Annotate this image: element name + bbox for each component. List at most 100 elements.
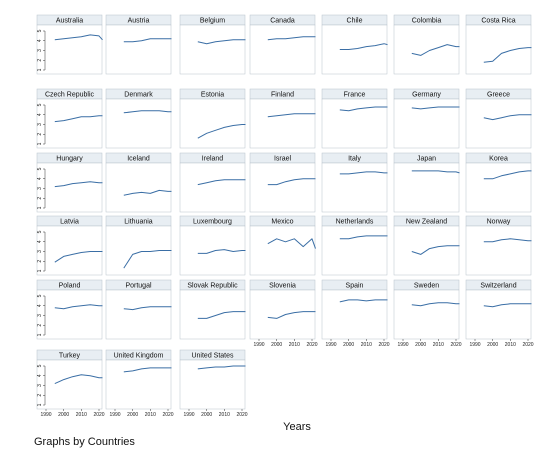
panel-frame: [393, 162, 460, 213]
series-line: [411, 245, 460, 255]
panel-frame: [179, 289, 246, 340]
series-line: [339, 43, 388, 50]
panel-title: Belgium: [200, 18, 225, 25]
y-tick-label: 5: [37, 103, 43, 106]
panel-title: Korea: [489, 156, 508, 163]
series-line: [123, 110, 172, 114]
panel: Lithuania: [105, 215, 172, 276]
panel-frame: [321, 289, 388, 340]
series-line: [54, 181, 103, 188]
panel-frame: [36, 98, 103, 149]
panel: Belgium: [179, 14, 246, 75]
series-line: [267, 311, 316, 319]
panel-title: Turkey: [59, 353, 81, 360]
panel-title: Slovenia: [269, 283, 296, 290]
y-tick-label: 1: [37, 403, 43, 406]
panel-title: Czech Republic: [45, 92, 95, 99]
panel: France: [321, 88, 388, 149]
panel-frame: [321, 225, 388, 276]
series-line: [267, 113, 316, 118]
panel: Colombia: [393, 14, 460, 75]
y-tick-label: 5: [37, 29, 43, 32]
x-tick-label: 2010: [76, 412, 87, 418]
panel-title: Italy: [348, 156, 361, 163]
y-tick-label: 4: [37, 374, 43, 377]
x-tick-label: 2000: [271, 342, 282, 348]
y-tick-label: 4: [37, 240, 43, 243]
panel-frame: [105, 24, 172, 75]
x-tick-label: 1990: [397, 342, 408, 348]
y-tick-label: 5: [37, 294, 43, 297]
panel: Poland 1 2 3 4 5: [36, 279, 103, 340]
panel-title: Hungary: [56, 156, 83, 163]
y-tick-label: 3: [37, 49, 43, 52]
y-tick-label: 1: [37, 142, 43, 145]
panel: Denmark: [105, 88, 172, 149]
graph-note: Graphs by Countries: [34, 436, 135, 448]
y-tick-label: 2: [37, 59, 43, 62]
series-line: [267, 238, 316, 249]
series-line: [123, 189, 172, 196]
x-tick-label: 2020: [450, 342, 461, 348]
panel-title: Greece: [487, 92, 510, 99]
series-line: [339, 171, 388, 175]
panel-title: Canada: [270, 18, 295, 25]
panel: Greece: [465, 88, 532, 149]
panel-title: Slovak Republic: [187, 283, 238, 290]
series-line: [339, 106, 388, 112]
series-line: [123, 250, 172, 269]
y-tick-label: 4: [37, 39, 43, 42]
series-line: [54, 115, 103, 123]
x-tick-label: 2010: [361, 342, 372, 348]
panel-frame: [36, 359, 103, 410]
series-line: [197, 39, 246, 45]
panel-frame: [179, 359, 246, 410]
panel-title: Spain: [346, 283, 364, 290]
panel: Costa Rica: [465, 14, 532, 75]
panel-frame: [249, 98, 316, 149]
y-tick-label: 2: [37, 133, 43, 136]
panel: Sweden 1990 2000 2010 2020: [393, 279, 462, 348]
panel-title: Costa Rica: [481, 18, 515, 25]
panel: Spain 1990 2000 2010 2020: [321, 279, 390, 348]
panel-title: Iceland: [127, 156, 150, 163]
panel: Italy: [321, 152, 388, 213]
y-tick-label: 4: [37, 177, 43, 180]
panel-frame: [465, 162, 532, 213]
x-tick-label: 2020: [236, 412, 247, 418]
panel-frame: [105, 162, 172, 213]
panel-frame: [179, 162, 246, 213]
panel-frame: [105, 98, 172, 149]
x-tick-label: 2010: [433, 342, 444, 348]
x-tick-label: 2010: [505, 342, 516, 348]
panel: Iceland: [105, 152, 172, 213]
panel-title: Switzerland: [480, 283, 516, 290]
panel-title: Norway: [487, 219, 511, 226]
x-tick-label: 1990: [40, 412, 51, 418]
panel-title: Denmark: [124, 92, 153, 99]
y-tick-label: 5: [37, 167, 43, 170]
series-line: [267, 36, 316, 41]
series-line: [123, 306, 172, 311]
y-tick-label: 3: [37, 187, 43, 190]
panel: Chile: [321, 14, 388, 75]
panel-frame: [321, 98, 388, 149]
x-tick-label: 2000: [487, 342, 498, 348]
panel-title: Sweden: [414, 283, 439, 290]
series-line: [267, 178, 316, 186]
series-line: [483, 47, 532, 63]
series-line: [339, 235, 388, 240]
y-tick-label: 5: [37, 364, 43, 367]
panel-title: Colombia: [412, 18, 442, 25]
panel-title: France: [344, 92, 366, 99]
x-tick-label: 1990: [183, 412, 194, 418]
panel-frame: [36, 289, 103, 340]
series-line: [54, 251, 103, 263]
panel-title: United States: [191, 353, 234, 360]
panel-title: Australia: [56, 18, 83, 25]
x-tick-label: 2020: [378, 342, 389, 348]
panel: Portugal: [105, 279, 172, 340]
x-tick-label: 1990: [253, 342, 264, 348]
